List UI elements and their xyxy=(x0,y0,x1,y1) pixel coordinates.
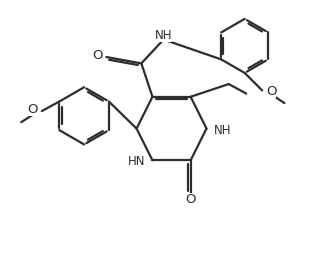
Text: O: O xyxy=(266,85,276,99)
Text: NH: NH xyxy=(214,124,231,137)
Text: O: O xyxy=(185,193,196,206)
Text: O: O xyxy=(28,103,38,116)
Text: HN: HN xyxy=(128,155,145,168)
Text: O: O xyxy=(92,49,103,62)
Text: NH: NH xyxy=(155,29,172,42)
